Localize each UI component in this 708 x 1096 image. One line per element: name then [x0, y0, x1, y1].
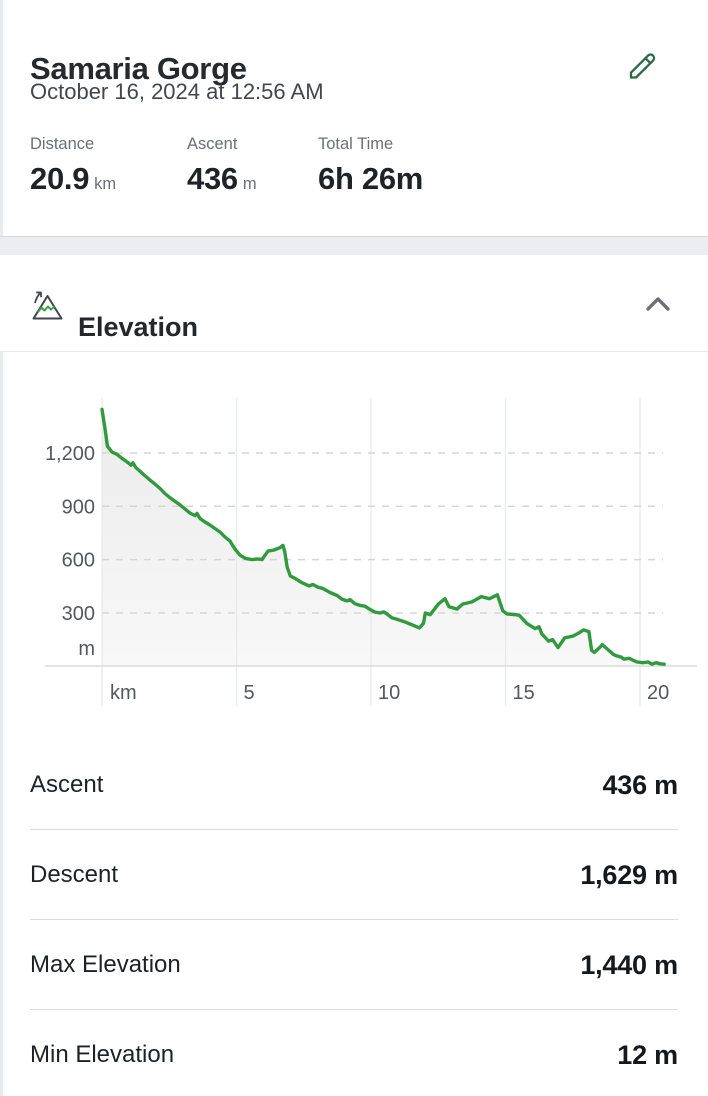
- collapse-section-button[interactable]: [632, 283, 684, 327]
- stat-label: Distance: [30, 135, 95, 153]
- y-axis-tick-label: 300: [62, 603, 95, 625]
- activity-date: October 16, 2024 at 12:56 AM: [30, 79, 324, 104]
- detail-row-ascent: Ascent 436 m: [0, 740, 708, 830]
- y-axis-tick-label: 600: [62, 550, 95, 572]
- y-axis-tick-label: 1,200: [45, 443, 95, 465]
- y-axis-tick-label: 900: [62, 496, 95, 518]
- detail-label: Descent: [30, 861, 119, 888]
- x-axis-tick-label: 5: [244, 682, 255, 704]
- detail-row-min-elevation: Min Elevation 12 m: [0, 1010, 708, 1096]
- stat-label: Ascent: [187, 135, 238, 153]
- stat-total-time: Total Time 6h 26m: [318, 135, 428, 197]
- elevation-chart-canvas[interactable]: 1,200 900 600 300 mkm 5 10 15 20: [0, 352, 708, 730]
- mountain-elevation-icon: [28, 287, 66, 330]
- x-axis-tick-label: 15: [513, 682, 535, 704]
- stat-label: Total Time: [318, 135, 394, 153]
- section-separator: [0, 236, 708, 255]
- stat-value: 20.9: [30, 161, 90, 196]
- stat-unit: m: [242, 175, 257, 193]
- detail-row-descent: Descent 1,629 m: [0, 830, 708, 920]
- detail-label: Max Elevation: [30, 951, 181, 978]
- detail-value: 1,440 m: [580, 949, 678, 980]
- chevron-up-icon: [644, 295, 672, 316]
- stat-value: 6h 26m: [318, 161, 424, 196]
- elevation-chart[interactable]: 1,200 900 600 300 m km 5 10 15 20: [0, 352, 708, 730]
- detail-row-max-elevation: Max Elevation 1,440 m: [0, 920, 708, 1010]
- page-title: Samaria Gorge: [30, 50, 247, 86]
- x-axis-tick-label: 10: [378, 682, 400, 704]
- elevation-detail-list: Ascent 436 m Descent 1,629 m Max Elevati…: [0, 740, 708, 1096]
- detail-value: 436 m: [602, 769, 678, 800]
- stat-distance: Distance 20.9 km: [30, 135, 116, 197]
- elevation-section-title: Elevation: [78, 312, 199, 343]
- detail-label: Ascent: [30, 771, 104, 798]
- x-axis-tick-label: 20: [647, 682, 669, 704]
- stat-unit: km: [94, 175, 117, 193]
- left-edge-strip: [0, 0, 3, 1096]
- elevation-section-header[interactable]: [0, 255, 708, 351]
- stat-value: 436: [187, 161, 238, 196]
- detail-value: 12 m: [617, 1039, 678, 1070]
- edit-button[interactable]: [618, 44, 666, 90]
- detail-value: 1,629 m: [580, 859, 678, 890]
- y-axis-unit-label: m: [78, 638, 95, 660]
- x-axis-tick-label: km: [110, 682, 137, 704]
- stat-ascent: Ascent 436 m: [187, 135, 257, 197]
- pencil-icon: [625, 49, 659, 86]
- detail-label: Min Elevation: [30, 1041, 175, 1068]
- divider: [0, 351, 708, 352]
